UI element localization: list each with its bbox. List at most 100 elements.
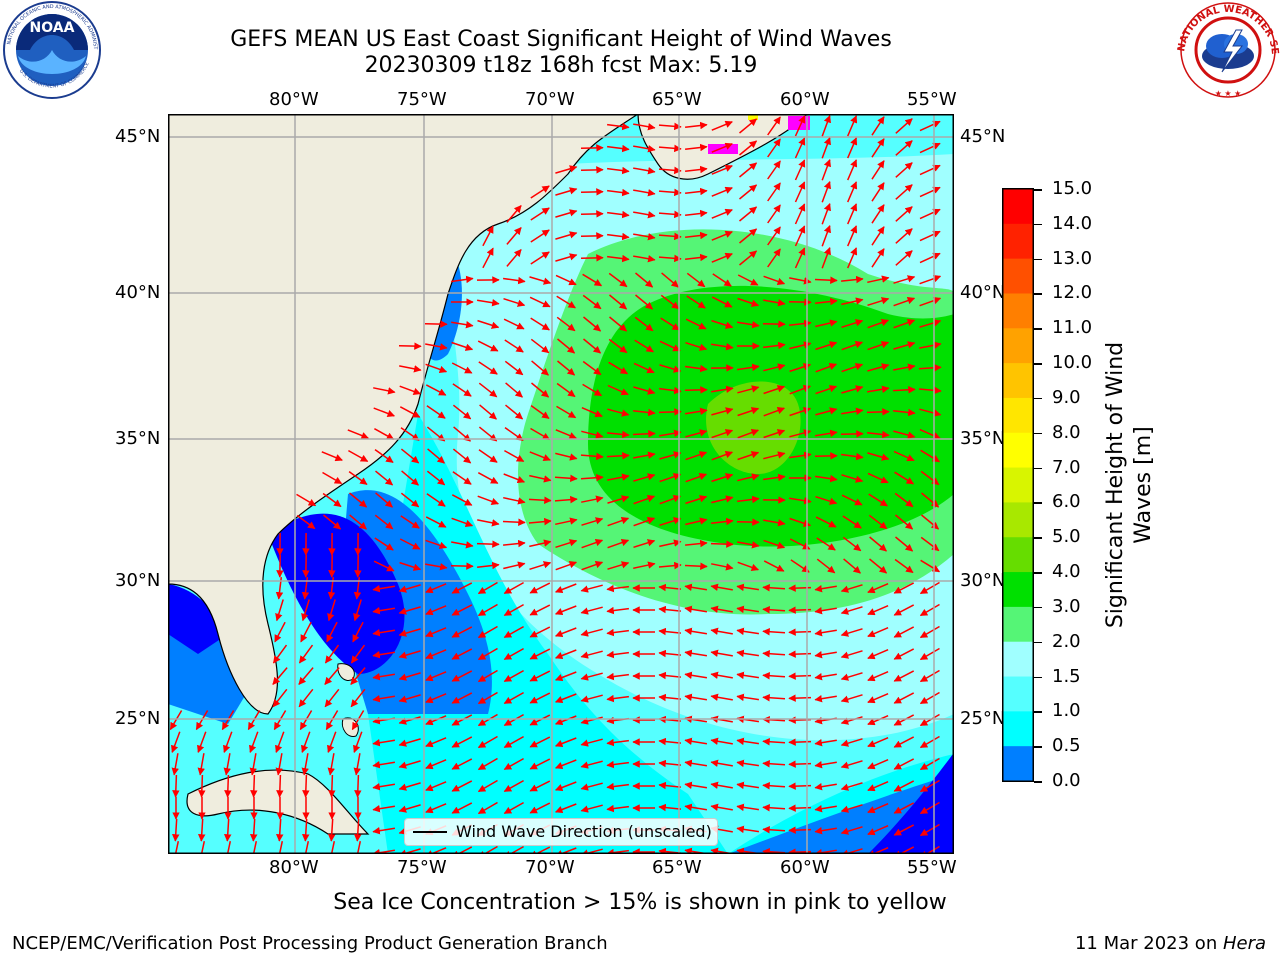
wave-direction-arrow <box>530 404 550 420</box>
wave-direction-arrow <box>478 449 498 463</box>
wave-direction-arrow <box>847 159 858 181</box>
wave-direction-arrow <box>919 757 940 771</box>
legend-label: Wind Wave Direction (unscaled) <box>456 822 712 841</box>
wave-direction-arrow <box>814 672 837 681</box>
wave-direction-arrow <box>529 604 551 616</box>
wave-direction-arrow <box>866 408 890 416</box>
wave-direction-arrow <box>867 627 889 638</box>
wave-direction-arrow <box>794 203 806 225</box>
wave-direction-arrow <box>763 341 786 350</box>
colorbar-tick-mark <box>1034 676 1042 679</box>
wave-direction-arrow <box>477 319 500 329</box>
wave-direction-arrow <box>893 341 916 350</box>
wave-direction-arrow <box>503 297 526 307</box>
colorbar-tick-mark <box>1034 711 1042 713</box>
wave-direction-arrow <box>372 738 396 747</box>
wave-direction-arrow <box>921 492 940 508</box>
wave-direction-arrow <box>580 694 603 703</box>
wave-direction-arrow <box>684 671 708 680</box>
wave-direction-arrow <box>711 495 734 504</box>
wave-direction-arrow <box>425 583 447 594</box>
wave-direction-arrow <box>867 385 890 393</box>
wave-direction-arrow <box>659 495 682 505</box>
wave-direction-arrow <box>711 517 734 526</box>
lat-label-right-35n: 35°N <box>960 428 1006 449</box>
wave-direction-arrow <box>821 158 831 181</box>
wave-direction-arrow <box>581 407 603 418</box>
wave-direction-arrow <box>555 737 577 748</box>
lat-label-left-45n: 45°N <box>115 126 161 147</box>
wave-direction-arrow <box>895 250 913 266</box>
wave-direction-arrow <box>606 628 629 637</box>
wave-direction-arrow <box>581 517 604 526</box>
colorbar-segment <box>1003 363 1033 399</box>
wave-direction-arrow <box>555 274 577 286</box>
wave-direction-arrow <box>919 428 941 440</box>
wave-direction-arrow <box>399 538 421 550</box>
wave-direction-arrow <box>606 650 629 659</box>
wave-direction-arrow <box>867 803 889 814</box>
wave-direction-arrow <box>711 296 733 308</box>
wave-direction-arrow <box>354 774 362 798</box>
wave-direction-arrow <box>399 561 422 571</box>
colorbar-segment <box>1003 537 1033 573</box>
wave-direction-arrow <box>919 691 940 705</box>
wave-direction-arrow <box>919 341 942 349</box>
wave-direction-arrow <box>684 759 708 768</box>
wave-direction-arrow <box>450 275 474 284</box>
wave-direction-arrow <box>893 846 915 854</box>
wave-direction-arrow <box>425 737 447 748</box>
wave-direction-arrow <box>247 710 261 731</box>
zone-0-0p5m-southeast <box>268 513 405 674</box>
wave-direction-arrow <box>633 123 656 131</box>
wave-direction-arrow <box>919 713 940 727</box>
wave-direction-arrow <box>249 818 258 842</box>
wave-direction-arrow <box>375 470 394 486</box>
wave-direction-arrow <box>583 316 602 332</box>
wave-direction-arrow <box>477 625 498 639</box>
wave-direction-arrow <box>658 605 681 614</box>
wave-direction-arrow <box>894 492 914 508</box>
wave-direction-arrow <box>398 694 421 703</box>
wave-direction-arrow <box>685 495 708 505</box>
wave-direction-arrow <box>794 137 806 159</box>
wave-direction-arrow <box>711 186 733 197</box>
wave-direction-arrow <box>710 583 733 591</box>
wave-direction-arrow <box>425 627 447 638</box>
wave-direction-arrow <box>322 471 343 485</box>
wave-direction-arrow <box>530 251 550 265</box>
lat-label-right-30n: 30°N <box>960 570 1006 591</box>
colorbar-tick-mark <box>1034 432 1042 435</box>
wave-direction-arrow <box>659 386 682 395</box>
wave-direction-arrow <box>398 628 421 637</box>
wave-direction-arrow <box>685 209 708 218</box>
wave-direction-arrow <box>658 254 682 263</box>
wave-direction-arrow <box>919 252 941 264</box>
wave-direction-arrow <box>710 605 733 613</box>
wave-direction-arrow <box>871 116 885 136</box>
wave-direction-arrow <box>530 317 550 331</box>
colorbar-tick-label: 1.5 <box>1052 665 1081 687</box>
wave-direction-arrow <box>555 627 577 638</box>
wave-direction-arrow <box>739 228 758 244</box>
wave-direction-arrow <box>328 774 336 798</box>
wave-direction-arrow <box>530 427 551 441</box>
wave-direction-arrow <box>606 782 629 791</box>
wave-direction-arrow <box>762 605 786 614</box>
wave-direction-arrow <box>477 757 498 771</box>
wave-direction-arrow <box>867 759 889 770</box>
wave-direction-arrow <box>869 558 888 574</box>
wave-direction-arrow <box>685 341 708 351</box>
wave-direction-arrow <box>633 189 656 197</box>
wave-direction-arrow <box>686 272 706 288</box>
wave-direction-arrow <box>582 273 603 287</box>
wave-direction-arrow <box>816 558 836 574</box>
wave-direction-arrow <box>814 782 837 791</box>
wave-direction-arrow <box>400 427 420 441</box>
wave-direction-arrow <box>226 841 232 854</box>
wave-direction-arrow <box>868 493 888 507</box>
wave-direction-arrow <box>710 803 733 811</box>
wave-direction-arrow <box>814 694 837 703</box>
wave-direction-arrow <box>739 250 758 266</box>
wave-direction-arrow <box>275 599 284 622</box>
